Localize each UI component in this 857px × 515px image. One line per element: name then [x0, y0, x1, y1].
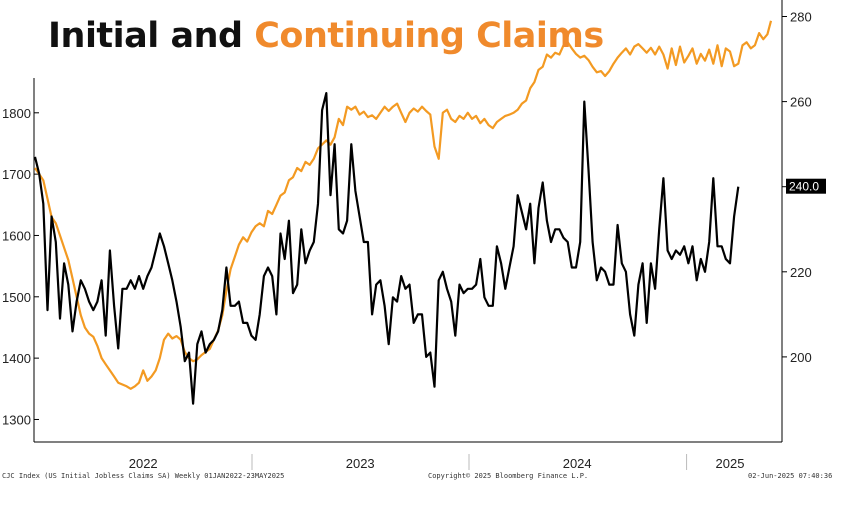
right-tick-label: 280 [790, 10, 812, 25]
initial-claims-line [33, 92, 740, 405]
footer-copyright: Copyright© 2025 Bloomberg Finance L.P. [428, 472, 589, 480]
left-axis: 1300 1400 1500 1600 1700 1800 [2, 106, 39, 427]
footer-source: CJC Index (US Initial Jobless Claims SA)… [2, 472, 285, 480]
year-label: 2023 [346, 456, 375, 471]
left-tick-label: 1500 [2, 290, 31, 305]
last-value-label: 240.0 [786, 178, 826, 194]
x-axis: 2022 2023 2024 2025 [129, 454, 745, 471]
chart-title-part1: Initial and [48, 16, 243, 56]
chart-title-part2: Continuing Claims [254, 16, 604, 56]
footer-timestamp: 02-Jun-2025 07:40:36 [748, 472, 833, 480]
continuing-claims-line [34, 20, 773, 390]
last-value-text: 240.0 [789, 180, 819, 194]
right-tick-label: 220 [790, 265, 812, 280]
series-layer [33, 20, 773, 405]
chart-frame [33, 0, 783, 443]
year-label: 2025 [716, 456, 745, 471]
left-tick-label: 1700 [2, 167, 31, 182]
year-label: 2022 [129, 456, 158, 471]
left-tick-label: 1600 [2, 228, 31, 243]
left-tick-label: 1800 [2, 106, 31, 121]
right-tick-label: 260 [790, 95, 812, 110]
chart-title: Initial and Continuing Claims [48, 16, 604, 56]
left-tick-label: 1300 [2, 412, 31, 427]
left-tick-label: 1400 [2, 351, 31, 366]
last-value-box [786, 178, 826, 194]
right-tick-label: 200 [790, 350, 812, 365]
year-label: 2024 [563, 456, 592, 471]
